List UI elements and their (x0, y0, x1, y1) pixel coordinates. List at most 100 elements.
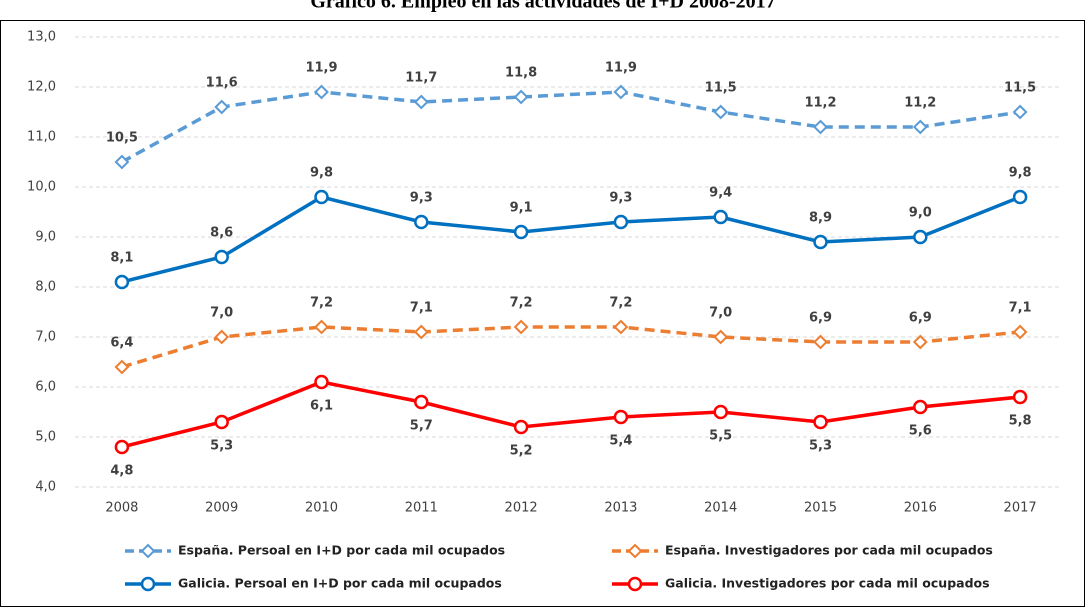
data-point (413, 324, 429, 340)
x-tick-label: 2014 (704, 501, 737, 516)
legend-marker (627, 543, 643, 559)
x-tick-label: 2011 (405, 501, 438, 516)
value-label: 5,2 (510, 444, 533, 459)
value-label: 7,0 (709, 306, 732, 321)
y-tick-label: 4,0 (35, 480, 56, 495)
x-tick-label: 2016 (904, 501, 937, 516)
value-label: 4,8 (110, 464, 133, 479)
legend-label: Galicia. Investigadores por cada mil ocu… (665, 576, 990, 591)
legend-label: España. Investigadores por cada mil ocup… (665, 543, 993, 558)
data-point (414, 214, 429, 230)
value-label: 11,5 (705, 81, 737, 96)
data-point (1012, 104, 1028, 120)
data-point (713, 209, 728, 225)
value-label: 9,4 (709, 186, 732, 201)
chart-frame (0, 20, 1085, 607)
value-label: 9,3 (609, 191, 632, 206)
data-point (713, 404, 728, 420)
data-point (813, 119, 828, 135)
data-point (114, 439, 130, 455)
value-label: 11,2 (804, 96, 836, 111)
data-point (813, 234, 828, 250)
data-point (1012, 389, 1028, 405)
value-label: 5,6 (909, 424, 932, 439)
value-label: 5,5 (709, 429, 732, 444)
x-tick-label: 2010 (305, 501, 338, 516)
legend-marker (140, 543, 156, 559)
y-tick-label: 13,0 (27, 30, 56, 45)
data-point (1012, 324, 1028, 340)
data-point (613, 409, 629, 425)
data-point (713, 104, 729, 120)
value-label: 7,1 (1009, 301, 1032, 316)
data-point (413, 94, 429, 110)
data-point (613, 319, 629, 335)
x-tick-label: 2008 (105, 501, 138, 516)
value-label: 8,6 (210, 226, 233, 241)
series-line (121, 195, 1021, 284)
x-tick-label: 2012 (505, 501, 538, 516)
value-label: 7,2 (609, 296, 632, 311)
data-point (912, 334, 928, 350)
value-label: 11,9 (305, 61, 337, 76)
data-point (214, 329, 230, 345)
value-label: 10,5 (106, 131, 138, 146)
value-label: 11,7 (405, 71, 437, 86)
data-point (114, 274, 130, 290)
legend-label: España. Persoal en I+D por cada mil ocup… (178, 543, 505, 558)
data-point (314, 189, 329, 205)
data-point (513, 224, 529, 240)
value-label: 8,9 (809, 211, 832, 226)
data-point (613, 214, 629, 230)
value-label: 7,0 (210, 306, 233, 321)
value-label: 5,4 (609, 434, 632, 449)
data-point (114, 359, 130, 375)
value-label: 7,1 (410, 301, 433, 316)
data-point (314, 319, 329, 335)
y-tick-label: 10,0 (27, 180, 56, 195)
data-point (414, 394, 429, 410)
value-label: 6,9 (909, 311, 932, 326)
value-label: 9,3 (410, 191, 433, 206)
series-line (121, 90, 1021, 164)
value-label: 11,2 (904, 96, 936, 111)
y-tick-label: 5,0 (35, 430, 56, 445)
value-label: 6,9 (809, 311, 832, 326)
x-tick-label: 2017 (1004, 501, 1037, 516)
data-point (613, 84, 629, 100)
value-label: 9,1 (510, 201, 533, 216)
data-point (513, 89, 529, 105)
value-label: 11,9 (605, 61, 637, 76)
value-label: 11,6 (206, 76, 238, 91)
y-tick-label: 12,0 (27, 80, 56, 95)
data-point (214, 414, 229, 430)
x-tick-label: 2015 (804, 501, 837, 516)
data-point (513, 319, 529, 335)
data-point (813, 414, 828, 430)
data-point (314, 84, 329, 100)
value-label: 5,7 (410, 419, 433, 434)
data-point (713, 329, 729, 345)
data-point (214, 249, 229, 265)
data-point (214, 99, 230, 115)
data-point (813, 334, 828, 350)
value-label: 6,4 (110, 336, 133, 351)
x-tick-label: 2013 (604, 501, 637, 516)
y-tick-label: 9,0 (35, 230, 56, 245)
series-line (121, 325, 1021, 369)
value-label: 7,2 (510, 296, 533, 311)
value-label: 11,8 (505, 66, 537, 81)
legend-label: Galicia. Persoal en I+D por cada mil ocu… (178, 576, 502, 591)
value-label: 5,3 (210, 439, 233, 454)
chart-title: Gráfico 6. Empleo en las actividades de … (310, 0, 775, 13)
value-label: 9,8 (1009, 166, 1032, 181)
value-label: 7,2 (310, 296, 333, 311)
data-point (913, 229, 928, 245)
data-point (1012, 189, 1028, 205)
y-tick-label: 7,0 (35, 330, 56, 345)
value-label: 8,1 (110, 251, 133, 266)
y-tick-label: 8,0 (35, 280, 56, 295)
value-label: 6,1 (310, 399, 333, 414)
data-point (513, 419, 529, 435)
